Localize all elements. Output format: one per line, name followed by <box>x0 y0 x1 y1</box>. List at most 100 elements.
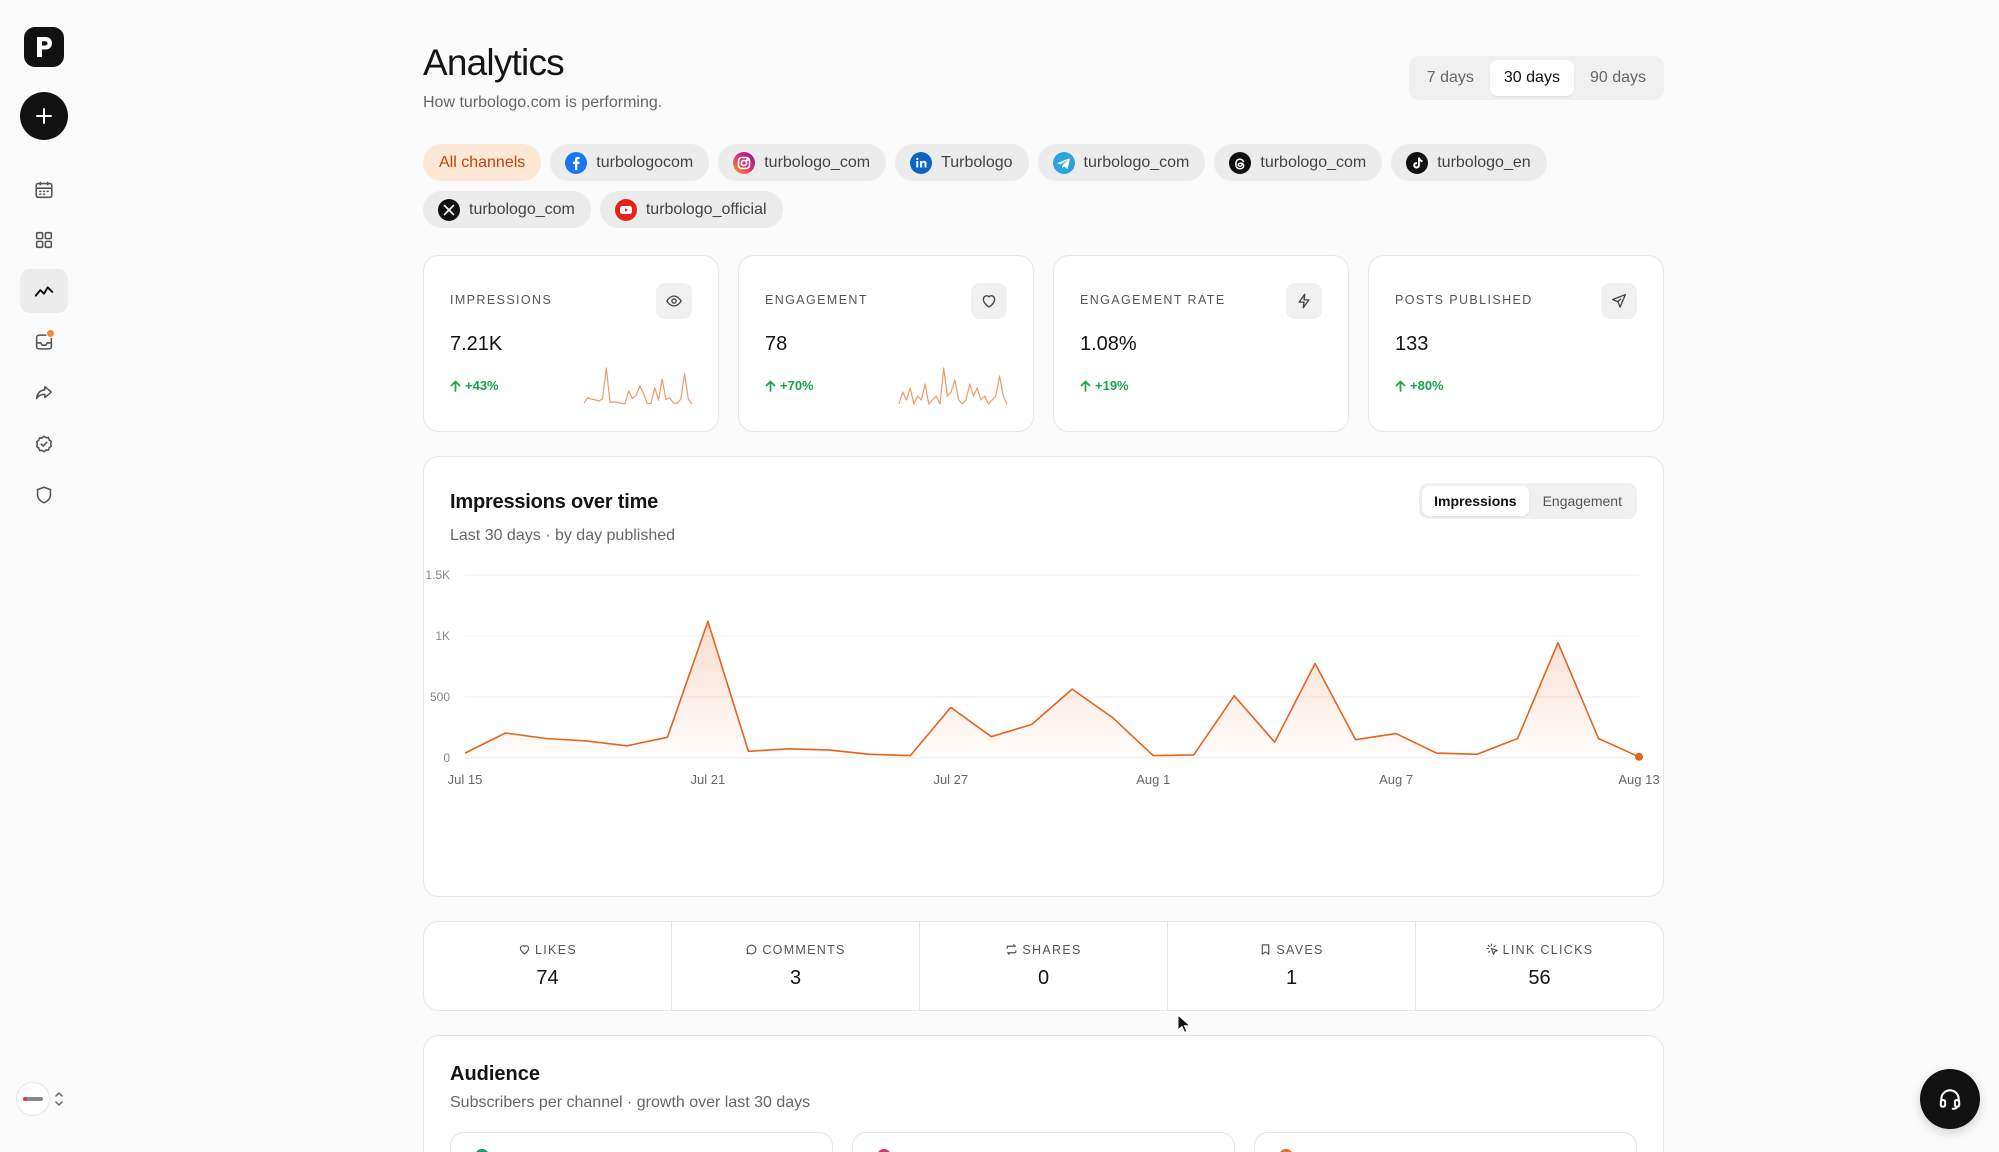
nav-share[interactable] <box>20 371 68 415</box>
stat-card-impressions[interactable]: IMPRESSIONS 7.21K +43% <box>423 255 719 432</box>
channel-label: turbologo_en <box>1437 153 1531 171</box>
channel-avatar <box>475 1149 489 1152</box>
total-value: 56 <box>1528 966 1551 989</box>
arrow-up-icon <box>450 380 461 392</box>
total-value: 74 <box>536 966 559 989</box>
page-subtitle: How turbologo.com is performing. <box>423 94 663 111</box>
x-tick-label: Aug 1 <box>1136 772 1170 787</box>
total-value: 1 <box>1285 966 1298 989</box>
channel-chip-x[interactable]: turbologo_com <box>423 191 591 228</box>
x-tick-label: Jul 27 <box>933 772 968 787</box>
channel-chip-tiktok[interactable]: turbologo_en <box>1391 144 1547 181</box>
click-icon <box>1486 943 1498 955</box>
x-tick-label: Jul 21 <box>691 772 726 787</box>
channel-chip-telegram[interactable]: turbologo_com <box>1037 144 1206 181</box>
chevron-updown-icon <box>55 1092 63 1106</box>
x-tick-label: Jul 15 <box>448 772 483 787</box>
total-label: SAVES <box>1259 943 1323 957</box>
channel-label: turbologo_com <box>764 153 871 171</box>
x-tick-label: Aug 13 <box>1618 772 1659 787</box>
stat-card-posts-published[interactable]: POSTS PUBLISHED 133 +80% <box>1368 255 1664 432</box>
channel-label: turbologo_com <box>1083 153 1190 171</box>
range-90-days[interactable]: 90 days <box>1589 69 1646 86</box>
channel-chip-linkedin[interactable]: Turbologo <box>895 144 1029 181</box>
account-logo-icon <box>23 1097 43 1101</box>
total-label-text: LINK CLICKS <box>1502 942 1594 957</box>
stat-delta: +80% <box>1395 378 1444 393</box>
stat-value: 78 <box>765 333 788 355</box>
stat-value: 1.08% <box>1080 333 1137 355</box>
chart-area <box>465 621 1639 758</box>
channel-chip-threads[interactable]: turbologo_com <box>1214 144 1383 181</box>
date-range-selector: 7 days 30 days 90 days <box>1408 56 1664 100</box>
sparkline-path <box>583 367 693 405</box>
stat-delta: +43% <box>450 378 499 393</box>
channel-label: turbologocom <box>596 153 694 171</box>
stat-delta-value: +19% <box>1095 378 1129 393</box>
check-circle-icon <box>35 435 53 453</box>
stat-delta: +19% <box>1080 378 1129 393</box>
audience-channel-card[interactable] <box>852 1132 1235 1152</box>
audience-subtitle: Subscribers per channel · growth over la… <box>450 1094 811 1111</box>
create-post-button[interactable] <box>20 92 68 140</box>
audience-card: Audience Subscribers per channel · growt… <box>423 1035 1664 1152</box>
nav-analytics[interactable] <box>20 269 68 313</box>
y-tick-label: 500 <box>430 690 450 704</box>
channel-chip-instagram[interactable]: turbologo_com <box>718 144 887 181</box>
nav-dashboard[interactable] <box>20 218 68 262</box>
chart-line-impressions <box>464 620 1640 758</box>
y-tick-label: 1.5K <box>425 568 450 582</box>
chart-title: Impressions over time <box>450 491 659 513</box>
nav-security[interactable] <box>20 473 68 517</box>
linkedin-icon <box>910 151 933 174</box>
shield-icon <box>36 486 52 504</box>
x-icon <box>438 198 460 221</box>
stat-delta-value: +43% <box>465 378 499 393</box>
plus-icon <box>36 108 52 124</box>
stat-label: POSTS PUBLISHED <box>1395 293 1533 307</box>
page-title: Analytics <box>423 42 565 83</box>
total-label-text: SAVES <box>1276 942 1324 957</box>
channel-chip-youtube[interactable]: turbologo_official <box>599 191 783 228</box>
stat-cards: IMPRESSIONS 7.21K +43% ENGAGEMENT 78 +70… <box>423 255 1664 432</box>
bolt-icon <box>1286 283 1322 319</box>
range-30-days[interactable]: 30 days <box>1489 60 1574 96</box>
stat-card-engagement[interactable]: ENGAGEMENT 78 +70% <box>738 255 1034 432</box>
channel-label: All channels <box>439 153 526 171</box>
metric-impressions[interactable]: Impressions <box>1422 486 1529 516</box>
nav-inbox[interactable] <box>20 320 68 364</box>
impressions-sparkline <box>583 367 693 405</box>
bookmark-icon <box>1262 944 1270 955</box>
instagram-icon <box>733 151 756 174</box>
tiktok-icon <box>1406 151 1429 174</box>
send-icon <box>1601 283 1637 319</box>
audience-channel-card[interactable] <box>450 1132 833 1152</box>
y-tick-label: 1K <box>435 629 450 643</box>
sparkline-path <box>898 367 1008 405</box>
channel-chip-facebook[interactable]: turbologocom <box>550 144 710 181</box>
stat-label: ENGAGEMENT RATE <box>1080 293 1226 307</box>
arrow-up-icon <box>1080 380 1091 392</box>
account-avatar <box>16 1082 50 1116</box>
range-7-days[interactable]: 7 days <box>1426 69 1474 86</box>
nav-approvals[interactable] <box>20 422 68 466</box>
support-chat-button[interactable] <box>1920 1069 1980 1129</box>
total-label-text: LIKES <box>535 942 577 957</box>
chart-subtitle: Last 30 days · by day published <box>450 527 676 544</box>
channel-avatar <box>1279 1149 1293 1152</box>
heart-icon <box>519 945 530 955</box>
y-tick-label: 0 <box>443 751 450 765</box>
nav-calendar[interactable] <box>20 168 68 212</box>
channel-chip-all[interactable]: All channels <box>423 144 542 181</box>
channel-label: Turbologo <box>941 153 1013 171</box>
channel-label: turbologo_com <box>469 200 575 218</box>
account-switcher[interactable] <box>16 1082 68 1116</box>
metric-engagement[interactable]: Engagement <box>1542 493 1622 509</box>
audience-channel-card[interactable] <box>1254 1132 1637 1152</box>
app-logo[interactable] <box>24 27 64 67</box>
logo-mark-icon <box>37 37 52 57</box>
impressions-chart[interactable]: 0 500 1K 1.5K Jul 15 Jul 21 Jul 27 Aug 1 Aug 7 Au… <box>424 557 1665 898</box>
headset-icon <box>1939 1089 1961 1110</box>
stat-card-engagement-rate[interactable]: ENGAGEMENT RATE 1.08% +19% <box>1053 255 1349 432</box>
total-comments: COMMENTS 3 <box>672 922 920 1010</box>
